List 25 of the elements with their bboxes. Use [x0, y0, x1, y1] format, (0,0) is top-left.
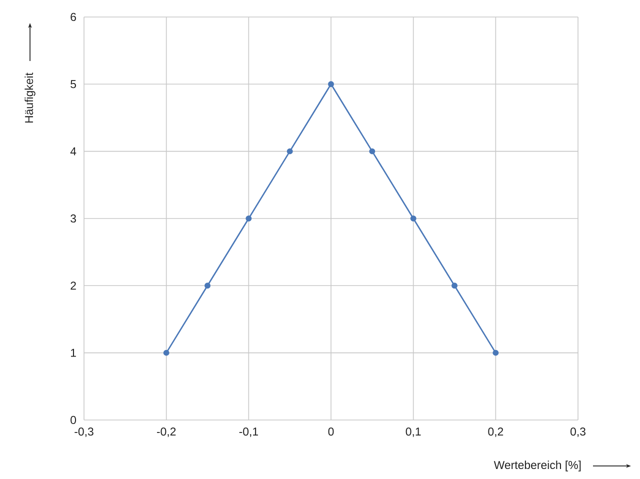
y-tick-label: 4: [70, 147, 76, 156]
point: [410, 215, 416, 222]
point: [163, 350, 170, 356]
point: [369, 148, 376, 154]
y-tick-label: 0: [70, 416, 76, 424]
x-tick-label: 0,2: [488, 428, 504, 437]
y-tick-label: 5: [70, 80, 76, 88]
x-axis-title: Wertebereich [%]: [494, 460, 581, 472]
x-tick-label: -0,1: [239, 428, 258, 437]
y-tick-label: 1: [70, 348, 76, 357]
x-tick-label: -0,2: [156, 428, 176, 437]
y-tick-label: 3: [70, 214, 76, 223]
x-tick-label: 0: [328, 428, 334, 436]
y-tick-label: 2: [70, 282, 76, 290]
point: [328, 81, 334, 88]
point: [286, 148, 293, 154]
x-tick-label: -0,3: [74, 428, 94, 437]
x-tick-label: 0,3: [570, 428, 586, 437]
point: [246, 215, 252, 222]
y-axis-title: Häufigkeit: [24, 72, 36, 123]
point: [492, 350, 499, 356]
point: [452, 282, 458, 289]
point: [204, 282, 210, 289]
x-tick-label: 0,1: [406, 428, 421, 437]
y-tick-label: 6: [70, 12, 76, 22]
